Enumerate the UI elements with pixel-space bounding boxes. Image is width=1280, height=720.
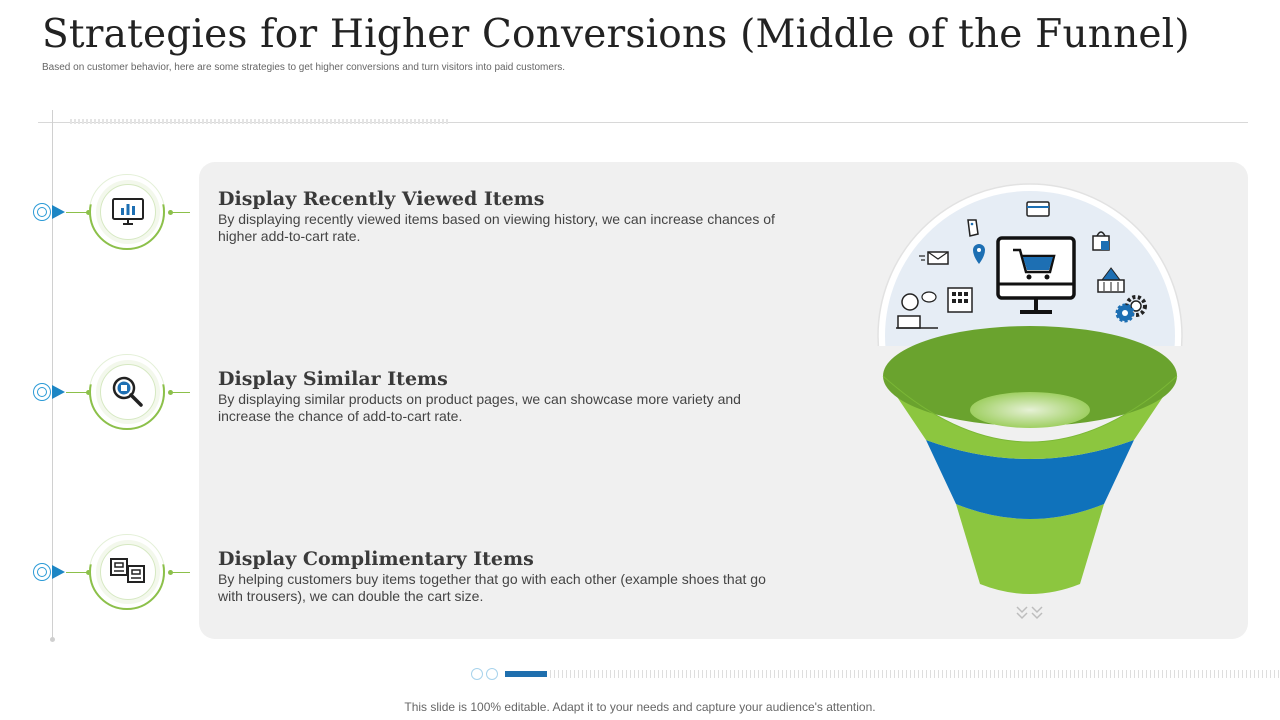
price-tag-icon bbox=[967, 219, 979, 237]
funnel-illustration bbox=[868, 178, 1192, 628]
divider bbox=[38, 122, 1248, 123]
progress-circle bbox=[486, 668, 498, 680]
store-basket-icon bbox=[1097, 267, 1125, 293]
timeline-line bbox=[52, 110, 53, 640]
connector-line bbox=[172, 212, 190, 213]
connector-line bbox=[172, 392, 190, 393]
location-pin-icon bbox=[973, 244, 985, 264]
fast-mail-icon bbox=[919, 251, 949, 265]
pointer-arrow-icon bbox=[52, 565, 65, 579]
target-ring-inner bbox=[37, 387, 47, 397]
strategy-heading: Display Similar Items bbox=[218, 368, 448, 390]
slide-footer-note: This slide is 100% editable. Adapt it to… bbox=[404, 700, 876, 714]
connector-line bbox=[66, 392, 88, 393]
connector-dot bbox=[168, 390, 173, 395]
slide-progress-bar bbox=[470, 668, 1280, 680]
customer-support-icon bbox=[896, 291, 938, 329]
strategy-description: By helping customers buy items together … bbox=[218, 571, 766, 604]
chevron-down-icon bbox=[1016, 606, 1043, 620]
magnifier-icon bbox=[100, 364, 156, 420]
target-ring-inner bbox=[37, 567, 47, 577]
connector-line bbox=[66, 212, 88, 213]
credit-card-icon bbox=[1026, 201, 1050, 217]
connector-line bbox=[66, 572, 88, 573]
timeline-end-dot bbox=[50, 637, 55, 642]
funnel-shape bbox=[882, 326, 1178, 594]
progress-fill bbox=[505, 671, 547, 677]
connector-dot bbox=[86, 390, 91, 395]
target-ring bbox=[33, 563, 51, 581]
strategy-heading: Display Recently Viewed Items bbox=[218, 188, 545, 210]
target-ring bbox=[33, 383, 51, 401]
step-marker-1 bbox=[30, 172, 200, 252]
progress-circle bbox=[471, 668, 483, 680]
slide-subtitle: Based on customer behavior, here are som… bbox=[42, 62, 566, 73]
connector-line bbox=[172, 572, 190, 573]
slide-title: Strategies for Higher Conversions (Middl… bbox=[42, 12, 1190, 57]
product-boxes-icon bbox=[100, 544, 156, 600]
strategy-item-1: Display Recently Viewed Items By display… bbox=[218, 187, 798, 245]
connector-dot bbox=[168, 210, 173, 215]
connector-dot bbox=[86, 570, 91, 575]
strategy-item-2: Display Similar Items By displaying simi… bbox=[218, 367, 798, 425]
progress-track bbox=[550, 670, 1280, 678]
shopping-bag-icon bbox=[1092, 231, 1110, 251]
building-icon bbox=[947, 287, 973, 313]
connector-dot bbox=[86, 210, 91, 215]
target-ring bbox=[33, 203, 51, 221]
step-marker-2 bbox=[30, 352, 200, 432]
step-marker-3 bbox=[30, 532, 200, 612]
target-ring-inner bbox=[37, 207, 47, 217]
strategy-heading: Display Complimentary Items bbox=[218, 548, 534, 570]
monitor-chart-icon bbox=[100, 184, 156, 240]
pointer-arrow-icon bbox=[52, 205, 65, 219]
strategy-description: By displaying recently viewed items base… bbox=[218, 211, 775, 244]
strategy-description: By displaying similar products on produc… bbox=[218, 391, 741, 424]
strategy-item-3: Display Complimentary Items By helping c… bbox=[218, 547, 798, 605]
gear-icon bbox=[1115, 295, 1147, 323]
pointer-arrow-icon bbox=[52, 385, 65, 399]
connector-dot bbox=[168, 570, 173, 575]
divider-hatch bbox=[70, 119, 450, 124]
shopping-cart-monitor-icon bbox=[996, 236, 1076, 314]
